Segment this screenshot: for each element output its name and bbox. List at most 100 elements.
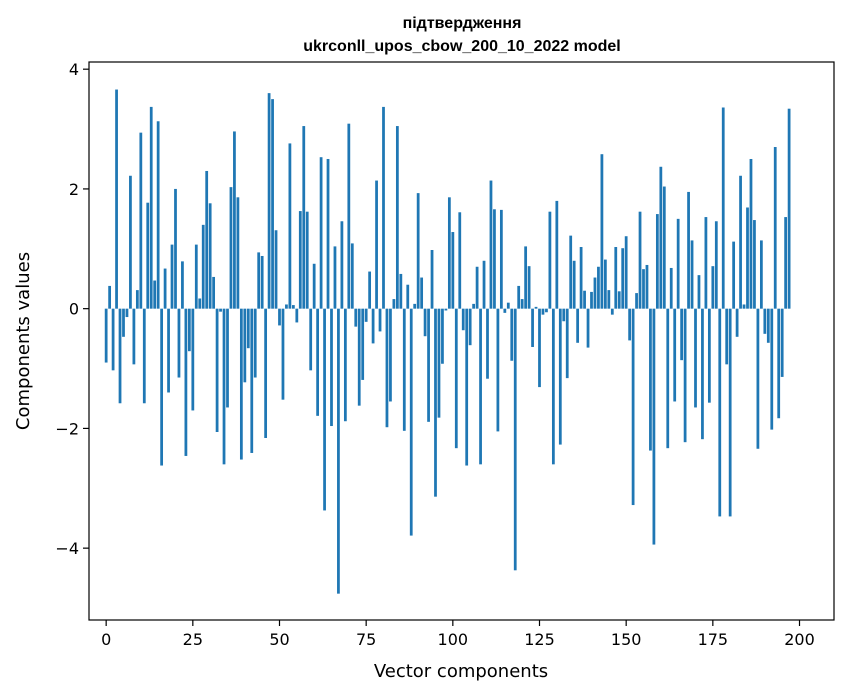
bar (253, 308, 257, 378)
bar (725, 308, 729, 365)
bar (326, 158, 330, 309)
bar (763, 308, 767, 334)
bar (704, 217, 708, 309)
bar (635, 293, 638, 309)
bar (676, 218, 680, 309)
bar (236, 197, 240, 309)
bar (354, 308, 358, 327)
x-tick-label: 100 (438, 630, 469, 649)
bar (614, 247, 618, 309)
y-axis-label: Components values (13, 252, 34, 430)
bar (142, 308, 146, 404)
bar (371, 308, 375, 344)
bar (628, 308, 632, 341)
bar (416, 193, 420, 309)
bar (302, 126, 306, 309)
bar (499, 209, 503, 309)
bar (607, 290, 611, 309)
bar (305, 211, 309, 309)
bar (659, 166, 663, 309)
bar (669, 267, 673, 309)
bar (118, 308, 122, 404)
y-axis-ticks: −4 −2 0 2 4 (55, 60, 89, 558)
bar (187, 308, 191, 352)
bar (149, 106, 153, 309)
bar (368, 271, 372, 309)
y-tick-label: −4 (55, 539, 79, 558)
bar (343, 308, 347, 422)
bar (239, 308, 243, 460)
bar (222, 308, 226, 465)
bar (503, 308, 507, 313)
y-tick-label: −2 (55, 419, 79, 438)
bar (357, 308, 361, 406)
bar (434, 308, 437, 497)
bar (780, 308, 784, 377)
bar (728, 308, 732, 517)
bar (746, 207, 749, 309)
bar (212, 276, 216, 309)
bars-group (104, 89, 791, 594)
bar (680, 308, 684, 361)
bar (451, 232, 455, 309)
bar (208, 203, 212, 309)
bar (291, 305, 295, 309)
bar (271, 99, 274, 309)
bar (714, 221, 718, 309)
bar (298, 211, 302, 309)
bar (226, 308, 229, 408)
bar (413, 303, 417, 309)
bar (402, 308, 406, 431)
bar (184, 308, 188, 456)
x-axis-label: Vector components (374, 661, 548, 682)
bar (787, 108, 791, 309)
bar (423, 308, 427, 337)
x-tick-label: 50 (269, 630, 289, 649)
bar (285, 304, 288, 309)
bar (770, 308, 774, 430)
bar (295, 308, 299, 323)
bar (558, 308, 562, 445)
bar (597, 266, 600, 309)
x-tick-label: 200 (784, 630, 815, 649)
bar (576, 308, 580, 343)
bar (194, 244, 198, 309)
bar (649, 308, 652, 451)
bar (132, 308, 136, 365)
bar (534, 306, 538, 309)
bar (753, 220, 756, 309)
bar (735, 308, 739, 337)
bar (524, 246, 528, 309)
bar (493, 209, 496, 309)
bar (475, 266, 479, 309)
bar (465, 308, 469, 466)
bar (399, 273, 403, 309)
bar (707, 308, 711, 403)
bar (486, 308, 489, 379)
bar (319, 157, 323, 309)
bar (337, 308, 340, 594)
x-tick-label: 25 (183, 630, 203, 649)
chart-title-line1: підтвердження (403, 15, 522, 32)
bar (482, 260, 486, 309)
bar (610, 308, 614, 315)
bar (156, 121, 160, 309)
bar (655, 214, 659, 309)
bar (621, 248, 625, 309)
bar (721, 107, 725, 309)
bar (246, 308, 250, 349)
bar (586, 308, 590, 348)
bar (219, 308, 222, 312)
bar (333, 246, 337, 309)
bar (777, 308, 781, 419)
bar (662, 186, 666, 309)
bar (278, 308, 281, 326)
bar (378, 308, 382, 332)
bar (233, 131, 236, 309)
bar (638, 211, 642, 309)
bar (555, 200, 559, 309)
bar (565, 308, 569, 379)
bar (382, 106, 385, 309)
bar (215, 308, 219, 432)
bar (392, 299, 396, 309)
